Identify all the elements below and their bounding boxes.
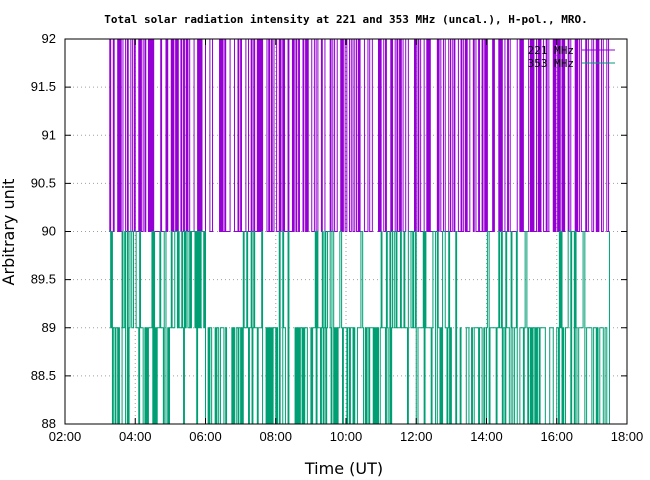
x-tick-label: 06:00 bbox=[189, 429, 222, 444]
x-tick-label: 18:00 bbox=[611, 429, 644, 444]
y-tick-label: 89.5 bbox=[31, 272, 56, 287]
y-tick-label: 89 bbox=[42, 320, 56, 335]
y-tick-label: 91.5 bbox=[31, 79, 56, 94]
x-tick-label: 08:00 bbox=[259, 429, 292, 444]
y-tick-label: 92 bbox=[42, 31, 56, 46]
x-axis-label: Time (UT) bbox=[304, 459, 383, 478]
legend-label: 221 MHz bbox=[528, 44, 574, 57]
x-tick-label: 10:00 bbox=[330, 429, 363, 444]
x-tick-label: 16:00 bbox=[540, 429, 573, 444]
series-line-0 bbox=[108, 38, 610, 232]
legend-label: 353 MHz bbox=[528, 57, 574, 70]
x-tick-label: 12:00 bbox=[400, 429, 433, 444]
y-axis-label: Arbitrary unit bbox=[0, 179, 18, 286]
chart-title: Total solar radiation intensity at 221 a… bbox=[104, 13, 587, 26]
y-tick-label: 88.5 bbox=[31, 368, 56, 383]
y-tick-label: 90 bbox=[42, 224, 56, 239]
y-tick-label: 90.5 bbox=[31, 175, 56, 190]
y-tick-label: 88 bbox=[42, 416, 56, 431]
series-line-1 bbox=[108, 231, 610, 425]
x-tick-label: 14:00 bbox=[470, 429, 503, 444]
x-tick-label: 02:00 bbox=[49, 429, 82, 444]
x-tick-label: 04:00 bbox=[119, 429, 152, 444]
y-tick-label: 91 bbox=[42, 127, 56, 142]
